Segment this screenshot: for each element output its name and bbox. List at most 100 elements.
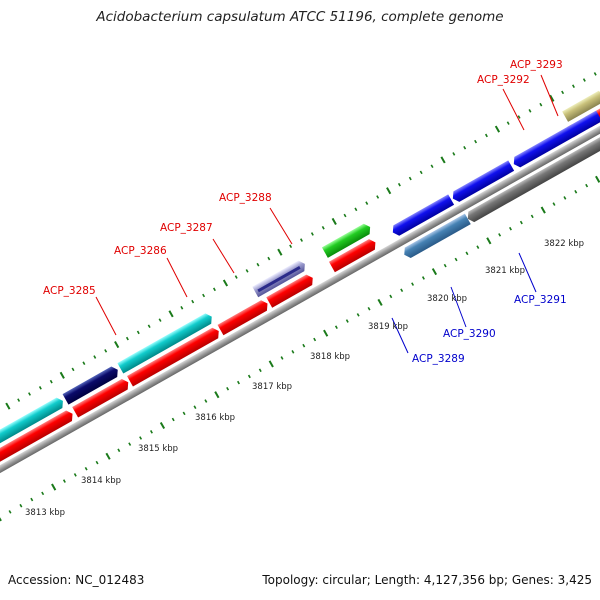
gene-arrow-acp-3293: [562, 90, 600, 122]
forward-tick: [202, 293, 206, 298]
reverse-tick: [334, 325, 338, 329]
reverse-tick: [530, 214, 534, 219]
forward-tick: [506, 121, 510, 125]
forward-tick: [539, 102, 543, 107]
genome-summary: Topology: circular; Length: 4,127,356 bp…: [262, 573, 592, 587]
scale-label: 3816 kbp: [195, 413, 235, 423]
gene-arrow-acp-3286: [217, 300, 268, 336]
callout-acp-3285: [95, 296, 117, 336]
callout-acp-3288: [269, 207, 293, 245]
gene-arrow-acp-3289: [404, 213, 471, 259]
forward-tick: [517, 115, 521, 119]
gene-arrow-acp-3290: [467, 128, 600, 223]
reverse-tick: [84, 466, 88, 471]
reverse-tick: [204, 399, 208, 403]
callout-acp-3291: [518, 252, 537, 293]
forward-tick: [93, 355, 97, 359]
forward-tick: [222, 279, 229, 287]
reverse-tick: [443, 263, 447, 268]
reverse-tick: [540, 206, 546, 214]
forward-tick: [484, 133, 488, 138]
accession-label: Accession: NC_012483: [8, 573, 145, 587]
forward-tick: [104, 349, 108, 353]
gene-arrow-acp-3288-red: [328, 239, 376, 273]
reverse-tick: [411, 282, 415, 286]
callout-acp-3286: [166, 257, 188, 298]
gene-label-acp-3293: ACP_3293: [510, 59, 563, 71]
reverse-tick: [0, 514, 2, 522]
forward-tick: [38, 386, 42, 390]
reverse-tick: [226, 386, 230, 391]
forward-tick: [494, 125, 501, 133]
reverse-tick-row: [0, 175, 600, 522]
reverse-tick: [19, 503, 23, 508]
forward-tick: [59, 371, 65, 379]
callout-acp-3287: [212, 238, 235, 274]
reverse-tick: [400, 288, 404, 293]
reverse-tick: [356, 313, 360, 317]
forward-tick: [82, 361, 86, 365]
gene-arrow-acp-3285: [117, 313, 212, 374]
gene-label-acp-3291: ACP_3291: [514, 294, 567, 306]
reverse-tick: [345, 319, 349, 323]
forward-callouts: [95, 74, 559, 336]
gene-label-acp-3292: ACP_3292: [477, 74, 530, 86]
gene-label-group: ACP_3285 ACP_3286 ACP_3287 ACP_3288 ACP_3292…: [43, 59, 567, 365]
reverse-tick: [552, 202, 556, 206]
scale-label: 3813 kbp: [25, 508, 65, 518]
forward-tick: [386, 187, 392, 195]
reverse-tick: [323, 329, 329, 337]
forward-tick: [191, 299, 195, 304]
scale-label: 3819 kbp: [368, 322, 408, 332]
reverse-tick: [247, 374, 251, 379]
reverse-tick: [182, 411, 186, 416]
reverse-tick: [313, 337, 317, 342]
reverse-tick: [62, 479, 66, 483]
forward-tick: [147, 324, 151, 329]
gene-label-acp-3285: ACP_3285: [43, 285, 96, 297]
reverse-tick: [377, 298, 383, 306]
reverse-tick: [149, 430, 153, 434]
scale-label: 3814 kbp: [81, 476, 121, 486]
forward-tick: [125, 336, 129, 341]
reverse-tick: [95, 460, 99, 465]
gene-label-acp-3290: ACP_3290: [443, 328, 496, 340]
forward-tick: [5, 402, 11, 410]
forward-tick: [354, 207, 358, 212]
reverse-tick: [574, 189, 578, 194]
forward-tick: [430, 164, 434, 169]
reverse-tick: [193, 405, 197, 410]
reverse-tick: [367, 306, 371, 311]
reverse-tick: [508, 226, 512, 231]
reverse-tick: [431, 268, 438, 276]
reverse-tick: [30, 497, 34, 502]
reverse-tick: [519, 220, 523, 225]
forward-tick: [300, 238, 303, 242]
forward-tick: [343, 213, 347, 218]
gene-arrow-acp-3291-blue-a: [452, 160, 515, 202]
gene-label-acp-3289: ACP_3289: [412, 353, 465, 365]
reverse-tick: [454, 257, 458, 262]
reverse-tick: [389, 294, 393, 299]
reverse-tick: [171, 417, 175, 422]
reverse-tick: [302, 343, 306, 348]
gene-arrow-acp-3284-red-left: [0, 410, 73, 482]
forward-tick: [289, 244, 293, 249]
gene-label-acp-3288: ACP_3288: [219, 192, 272, 204]
reverse-tick: [258, 368, 262, 373]
gene-label-acp-3287: ACP_3287: [160, 222, 213, 234]
forward-tick: [463, 145, 467, 150]
forward-tick: [452, 152, 456, 156]
forward-tick: [365, 201, 369, 205]
gene-arrow-acp-3290-blue: [392, 194, 455, 236]
reverse-tick: [214, 391, 220, 399]
forward-tick: [376, 195, 380, 199]
reverse-tick: [159, 421, 166, 430]
forward-tick: [408, 176, 412, 181]
scale-label-group: 3813 kbp 3814 kbp 3815 kbp 3816 kbp 3817 kbp…: [25, 239, 584, 518]
forward-tick: [49, 379, 53, 384]
forward-tick: [168, 310, 174, 318]
gene-arrow-acp-3288: [321, 223, 371, 258]
